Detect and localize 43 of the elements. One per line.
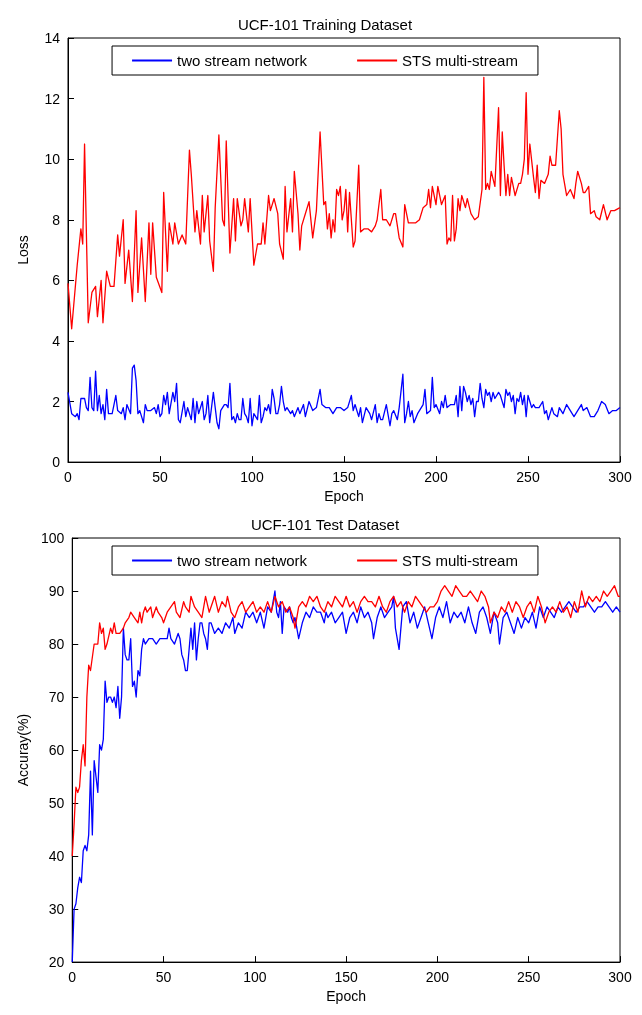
y-tick-label: 6 [52, 272, 61, 289]
y-axis-title: Loss [15, 235, 31, 265]
y-tick-label: 50 [48, 795, 65, 812]
line-series [71, 585, 621, 857]
legend-label: STS multi-stream [402, 552, 518, 569]
x-axis-title: Epoch [324, 488, 364, 504]
y-tick-label: 10 [44, 151, 61, 168]
y-tick-label: 4 [52, 332, 61, 349]
line-series [67, 76, 621, 330]
y-tick-label: 90 [48, 583, 65, 600]
x-tick-label: 0 [68, 969, 77, 986]
legend-label: two stream network [177, 552, 308, 569]
x-axis-title: Epoch [326, 988, 366, 1004]
y-tick-label: 70 [48, 689, 65, 706]
x-tick-label: 50 [152, 469, 168, 486]
x-tick-label: 300 [608, 469, 632, 486]
x-tick-label: 100 [243, 969, 267, 986]
x-tick-label: 50 [155, 969, 172, 986]
y-tick-label: 2 [52, 393, 61, 410]
legend-label: STS multi-stream [402, 52, 518, 69]
y-tick-label: 0 [52, 454, 61, 471]
y-axis-title: Accuray(%) [15, 713, 31, 787]
x-tick-label: 250 [516, 469, 540, 486]
x-tick-label: 300 [608, 969, 632, 986]
line-series [67, 364, 621, 430]
y-tick-label: 30 [48, 901, 65, 918]
x-tick-label: 100 [240, 469, 264, 486]
y-tick-label: 8 [52, 211, 61, 228]
y-tick-label: 80 [48, 636, 65, 653]
legend-label: two stream network [177, 52, 308, 69]
y-tick-label: 60 [48, 742, 65, 759]
y-tick-label: 12 [44, 90, 61, 107]
x-tick-label: 200 [425, 969, 450, 986]
y-tick-label: 20 [48, 954, 65, 971]
chart-title: UCF-101 Test Dataset [250, 516, 400, 533]
x-tick-label: 150 [332, 469, 356, 486]
y-tick-label: 14 [44, 30, 61, 46]
x-tick-label: 200 [424, 469, 448, 486]
x-tick-label: 250 [517, 969, 541, 986]
y-tick-label: 100 [40, 530, 65, 546]
chart-title: UCF-101 Training Dataset [237, 16, 413, 33]
x-tick-label: 150 [334, 969, 359, 986]
y-tick-label: 40 [48, 848, 65, 865]
